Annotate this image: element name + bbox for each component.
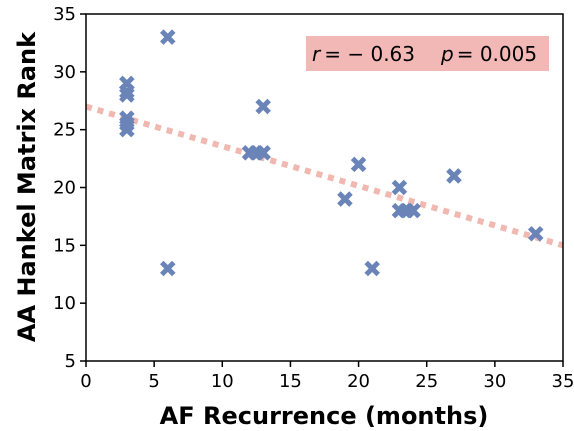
data-point — [255, 145, 271, 161]
data-point — [350, 156, 367, 173]
y-tick-label: 25 — [53, 120, 76, 141]
data-point — [446, 168, 462, 184]
data-point — [160, 29, 176, 45]
p-symbol: p — [440, 42, 454, 66]
x-tick-label: 0 — [80, 371, 91, 392]
p-value: = 0.005 — [457, 42, 537, 66]
r-symbol: r — [312, 42, 322, 66]
x-ticks: 0 5 10 15 20 25 30 35 — [80, 361, 574, 392]
r-value: = − 0.63 — [324, 42, 415, 66]
stats-annotation-text: r = − 0.63 p = 0.005 — [312, 42, 537, 66]
y-tick-label: 30 — [53, 62, 76, 83]
data-points-layer — [119, 29, 544, 277]
x-tick-label: 10 — [211, 371, 234, 392]
x-tick-label: 30 — [483, 371, 506, 392]
data-point — [337, 191, 353, 207]
data-point — [391, 179, 408, 196]
data-point — [119, 87, 135, 103]
trendline — [85, 103, 564, 249]
y-tick-label: 10 — [53, 293, 76, 314]
y-tick-label: 35 — [53, 4, 76, 25]
y-axis-title: AA Hankel Matrix Rank — [13, 31, 41, 342]
y-ticks: 5 10 15 20 25 30 35 — [53, 4, 86, 372]
stats-annotation: r = − 0.63 p = 0.005 — [306, 36, 549, 71]
x-tick-label: 25 — [415, 371, 438, 392]
data-point — [527, 225, 544, 242]
x-tick-label: 15 — [279, 371, 302, 392]
y-tick-label: 15 — [53, 235, 76, 256]
data-point — [405, 202, 421, 219]
x-axis-title: AF Recurrence (months) — [160, 402, 489, 430]
x-tick-label: 5 — [148, 371, 159, 392]
data-point — [160, 260, 176, 277]
trendline-layer — [85, 103, 564, 249]
data-point — [119, 121, 135, 138]
y-tick-label: 20 — [53, 178, 76, 199]
y-tick-label: 5 — [65, 351, 76, 372]
data-point — [364, 260, 380, 277]
x-tick-label: 20 — [347, 371, 370, 392]
x-tick-label: 35 — [552, 371, 574, 392]
stats-annotation-box — [306, 36, 549, 71]
data-point — [255, 98, 271, 115]
